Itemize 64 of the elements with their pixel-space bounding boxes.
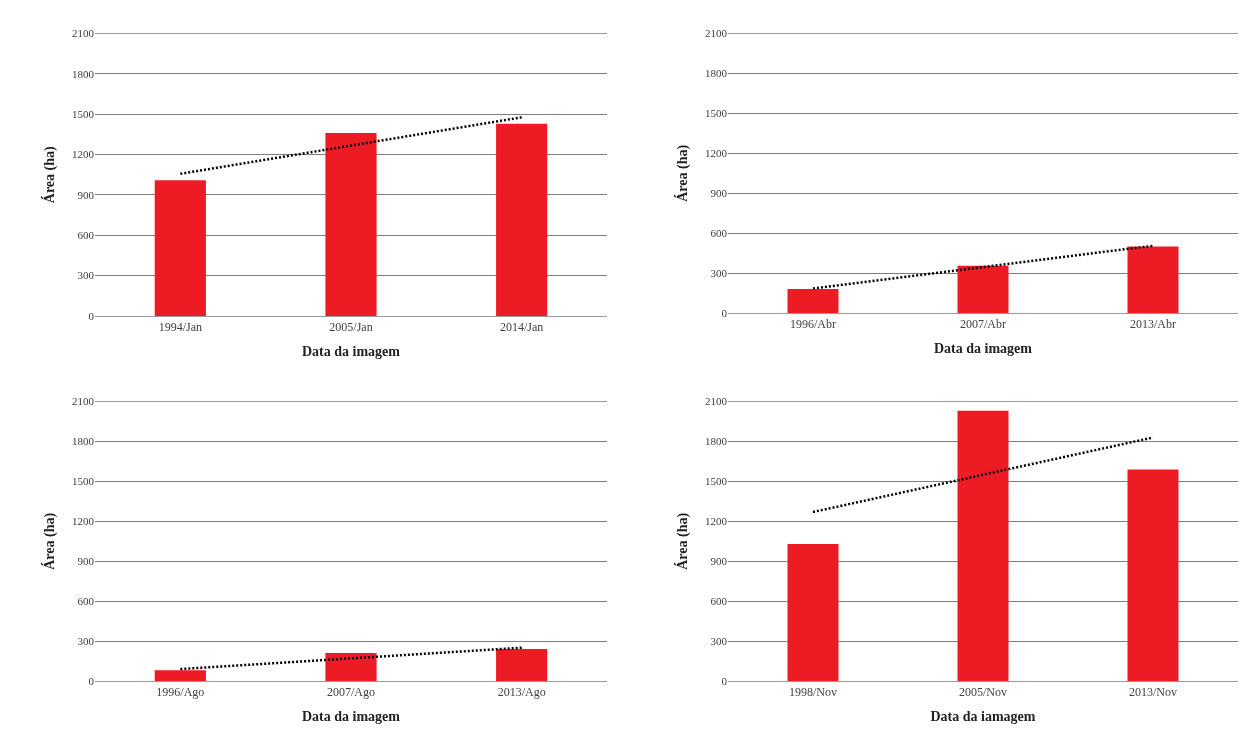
- y-tick-label: 1500: [705, 475, 728, 488]
- y-tick-label: 0: [721, 306, 728, 319]
- y-axis-title: Área (ha): [40, 145, 58, 204]
- x-tick-label: 1998/Nov: [789, 685, 837, 700]
- x-tick-label: 2014/Jan: [500, 320, 544, 335]
- x-tick-label: 2013/Ago: [497, 685, 546, 700]
- bar: [496, 649, 548, 682]
- bar: [1127, 246, 1179, 313]
- y-tick-label: 900: [710, 187, 728, 200]
- y-tick-label: 2100: [72, 395, 95, 408]
- bar: [325, 133, 377, 316]
- x-tick-label: 2013/Abr: [1130, 317, 1176, 332]
- x-tick-label: 2013/Nov: [1129, 685, 1177, 700]
- y-tick-label: 300: [77, 634, 95, 647]
- x-tick-label: 2005/Jan: [329, 320, 373, 335]
- x-axis-title: Data da imagem: [934, 340, 1033, 356]
- x-tick-label: 2007/Abr: [960, 317, 1006, 332]
- y-tick-label: 2100: [72, 27, 95, 40]
- y-tick-label: 1500: [72, 108, 95, 121]
- y-tick-label: 1800: [72, 67, 95, 80]
- y-tick-label: 0: [721, 674, 728, 687]
- bar: [325, 653, 377, 682]
- y-tick-label: 1800: [72, 435, 95, 448]
- x-tick-label: 2005/Nov: [959, 685, 1007, 700]
- y-tick-label: 2100: [705, 395, 728, 408]
- x-axis-title: Data da iamagem: [930, 708, 1036, 724]
- bar: [957, 410, 1009, 682]
- y-tick-label: 600: [710, 595, 728, 608]
- y-axis-title: Área (ha): [673, 512, 691, 570]
- y-tick-label: 300: [710, 266, 728, 279]
- x-tick-label: 1994/Jan: [158, 320, 202, 335]
- x-axis-title: Data da imagem: [302, 343, 401, 359]
- x-axis-title: Data da imagem: [302, 708, 401, 724]
- y-axis-title: Área (ha): [40, 512, 58, 570]
- y-tick-label: 600: [77, 595, 95, 608]
- y-tick-label: 1200: [72, 515, 95, 528]
- bar: [787, 543, 839, 682]
- x-tick-label: 1996/Abr: [790, 317, 836, 332]
- x-tick-label: 1996/Ago: [156, 685, 205, 700]
- y-tick-label: 0: [88, 674, 95, 687]
- y-tick-label: 1200: [705, 515, 728, 528]
- y-tick-label: 1500: [705, 107, 728, 120]
- y-tick-label: 1200: [705, 147, 728, 160]
- x-tick-label: 2007/Ago: [327, 685, 375, 700]
- bar: [496, 123, 548, 316]
- y-tick-label: 1500: [72, 475, 95, 488]
- y-tick-label: 300: [77, 269, 95, 282]
- y-tick-label: 900: [77, 188, 95, 201]
- y-tick-label: 2100: [705, 27, 728, 40]
- y-tick-label: 900: [77, 555, 95, 568]
- y-tick-label: 600: [77, 229, 95, 242]
- bar: [1127, 469, 1179, 682]
- y-tick-label: 1800: [705, 67, 728, 80]
- bar: [154, 180, 206, 316]
- y-axis-title: Área (ha): [673, 144, 691, 202]
- y-tick-label: 1800: [705, 435, 728, 448]
- y-tick-label: 0: [88, 309, 95, 322]
- bar: [154, 670, 206, 682]
- y-tick-label: 600: [710, 227, 728, 240]
- y-tick-label: 300: [710, 634, 728, 647]
- bar: [957, 265, 1009, 313]
- y-tick-label: 1200: [72, 148, 95, 161]
- bar: [787, 289, 839, 313]
- y-tick-label: 900: [710, 555, 728, 568]
